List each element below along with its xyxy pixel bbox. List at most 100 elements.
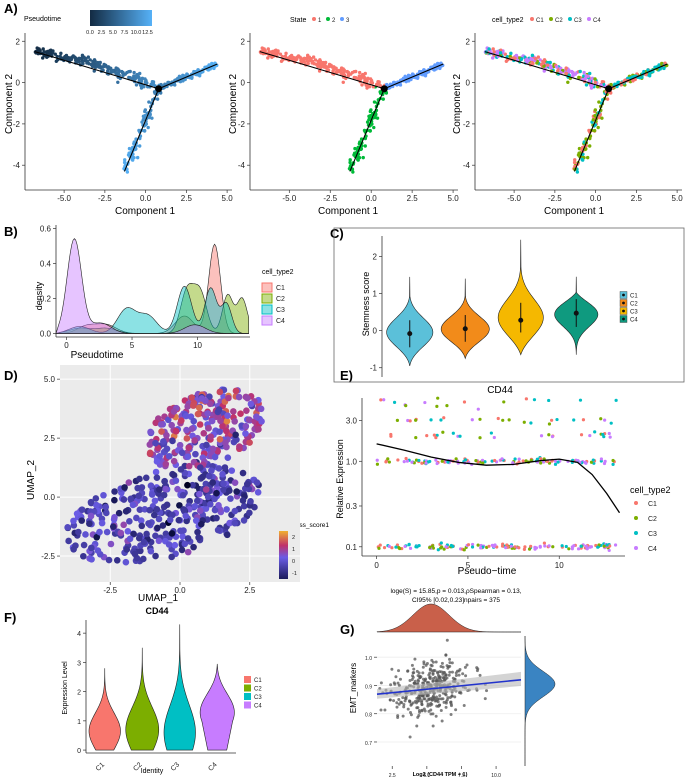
expression-point [505,543,509,547]
g-sample-point [435,679,439,683]
g-sample-point [440,670,444,674]
y-tick-label: 0 [466,79,471,88]
umap-cell [126,518,133,525]
cell-point [555,65,559,69]
cell-point [317,64,322,68]
cell-point [591,118,595,122]
umap-cell [122,508,130,515]
g-sample-point [403,699,407,703]
g-sample-point [450,670,454,674]
g-sample-point [422,662,426,666]
umap-cell [165,452,173,460]
expression-point [611,458,615,463]
umap-cell [174,485,181,493]
cell-point [492,50,496,54]
cell-point [413,75,418,80]
umap-cell [253,413,260,420]
umap-cell [171,541,179,549]
cell-point [127,75,131,80]
expression-point [439,418,443,422]
umap-cell [156,452,163,460]
g-sample-point [461,672,465,676]
expression-point [389,432,393,437]
g-sample-point [416,706,420,710]
cell-point [609,82,613,87]
cell-point [391,80,396,85]
g-sample-point [437,673,441,677]
umap-cell [125,479,133,486]
umap-cell [73,510,81,517]
f-legend-key-C2 [244,684,251,692]
g-sample-point [395,705,399,709]
umap-cell [160,438,167,445]
cell-point [305,57,309,62]
umap-cell [163,445,171,453]
expression-point [478,417,482,421]
cell-point [58,54,62,59]
umap-cell [183,517,190,525]
umap-cell [192,450,199,458]
expression-point [602,461,607,466]
g-sample-point [439,664,443,668]
umap-cell [131,550,139,558]
cell-point [375,116,380,120]
umap-cell [202,486,210,493]
cell-point [141,118,145,122]
expression-point [551,545,555,549]
cell-point [134,83,139,87]
cell-point [373,115,377,120]
cell-point [359,74,364,78]
y-tick-label: 0.0 [44,493,56,502]
umap-cell [135,534,143,542]
g-sample-point [448,670,452,674]
cell-point [600,80,605,84]
e-legend-label-C2: C2 [648,516,657,523]
umap-cell [224,454,232,461]
expression-point [578,398,583,402]
umap-cell [146,449,154,457]
pseudotime-colorbar [90,10,152,26]
expression-point [608,544,612,548]
umap-cell [219,470,226,478]
g-sample-point [395,701,399,705]
expression-point [547,422,552,426]
umap-cell [137,517,145,524]
expression-point [550,418,554,422]
g-sample-point [435,695,439,699]
umap-cell [223,417,231,425]
y-tick-label: -4 [238,161,246,170]
cell-point [657,64,661,68]
expression-point [451,431,455,435]
expression-point [417,543,421,548]
expression-point [522,547,527,552]
expression-point [581,418,586,422]
cell-point [491,47,495,51]
g-sample-point [444,677,448,681]
expression-point [541,460,546,464]
g-sample-point [451,676,455,680]
f-ylabel: Expression Level [62,661,69,715]
g-sample-point [447,673,451,677]
umap-cell [183,426,190,434]
expression-point [502,400,506,404]
g-sample-point [454,708,458,712]
expression-point [395,418,400,422]
umap-cell [242,422,250,430]
umap-cell [242,430,249,437]
c-panel-border [333,227,685,383]
cell-point [536,55,541,59]
umap-cell [145,520,152,527]
expression-point [560,544,564,548]
cell-point [401,76,406,80]
g-sample-point [401,696,405,700]
g-y-marginal-ridge [524,635,556,766]
umap-cell [170,457,178,465]
expression-point [404,404,408,408]
cell-point [367,118,371,122]
umap-cell [130,530,137,538]
expression-point [591,458,595,462]
expression-point [585,547,589,551]
b-legend-label-C3: C3 [276,307,285,314]
expression-point [556,460,560,464]
expression-point [470,545,475,549]
